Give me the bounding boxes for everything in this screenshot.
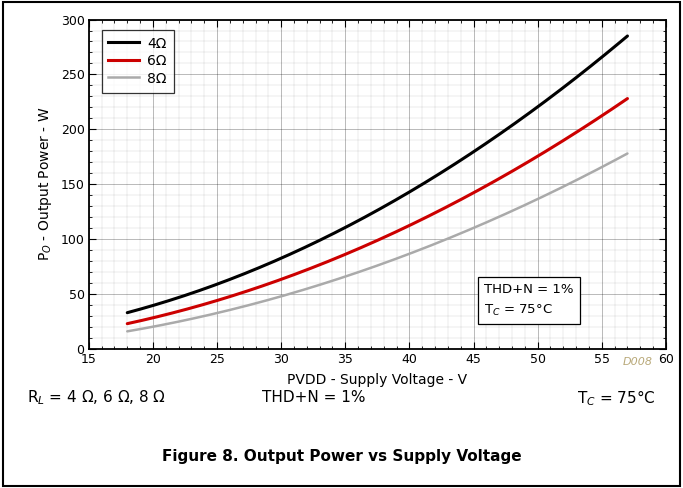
Text: T$_C$ = 75°C: T$_C$ = 75°C bbox=[577, 388, 656, 407]
Text: THD+N = 1%: THD+N = 1% bbox=[262, 390, 366, 405]
Text: Figure 8. Output Power vs Supply Voltage: Figure 8. Output Power vs Supply Voltage bbox=[162, 449, 521, 464]
Legend: 4Ω, 6Ω, 8Ω: 4Ω, 6Ω, 8Ω bbox=[102, 30, 173, 93]
Y-axis label: P$_O$ - Output Power - W: P$_O$ - Output Power - W bbox=[37, 107, 54, 262]
Text: D008: D008 bbox=[622, 357, 652, 367]
Text: R$_L$ = 4 Ω, 6 Ω, 8 Ω: R$_L$ = 4 Ω, 6 Ω, 8 Ω bbox=[27, 388, 167, 407]
Text: THD+N = 1%
T$_C$ = 75°C: THD+N = 1% T$_C$ = 75°C bbox=[484, 283, 574, 318]
X-axis label: PVDD - Supply Voltage - V: PVDD - Supply Voltage - V bbox=[288, 373, 467, 387]
